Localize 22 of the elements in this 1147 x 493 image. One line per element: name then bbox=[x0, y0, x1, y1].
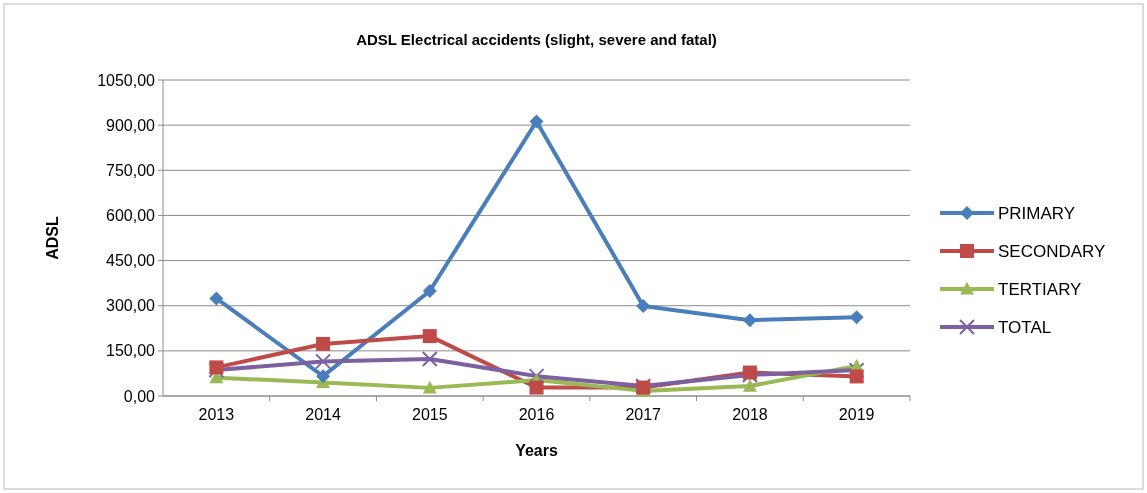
legend-label: PRIMARY bbox=[998, 203, 1076, 223]
x-tick-label: 2016 bbox=[518, 406, 555, 423]
x-tick-label: 2014 bbox=[305, 406, 341, 423]
x-axis-title: Years bbox=[515, 442, 558, 459]
y-tick-label: 450,00 bbox=[106, 252, 156, 270]
y-tick-label: 750,00 bbox=[106, 161, 156, 179]
y-axis-title: ADSL bbox=[44, 216, 61, 260]
y-tick-label: 0,00 bbox=[123, 387, 156, 405]
legend-label: SECONDARY bbox=[998, 241, 1106, 261]
x-tick-label: 2013 bbox=[198, 406, 235, 423]
y-tick-label: 1050,00 bbox=[97, 71, 156, 89]
y-tick-label: 300,00 bbox=[106, 297, 156, 315]
x-tick-label: 2015 bbox=[411, 406, 448, 423]
y-tick-label: 900,00 bbox=[106, 116, 156, 134]
chart-title: ADSL Electrical accidents (slight, severe and fatal) bbox=[356, 31, 717, 48]
y-tick-label: 150,00 bbox=[106, 342, 156, 360]
x-tick-label: 2018 bbox=[732, 406, 768, 423]
legend-label: TOTAL bbox=[998, 317, 1052, 337]
y-tick-label: 600,00 bbox=[106, 207, 156, 225]
legend-label: TERTIARY bbox=[998, 279, 1082, 299]
x-tick-label: 2019 bbox=[838, 406, 875, 423]
x-tick-label: 2017 bbox=[625, 406, 662, 423]
